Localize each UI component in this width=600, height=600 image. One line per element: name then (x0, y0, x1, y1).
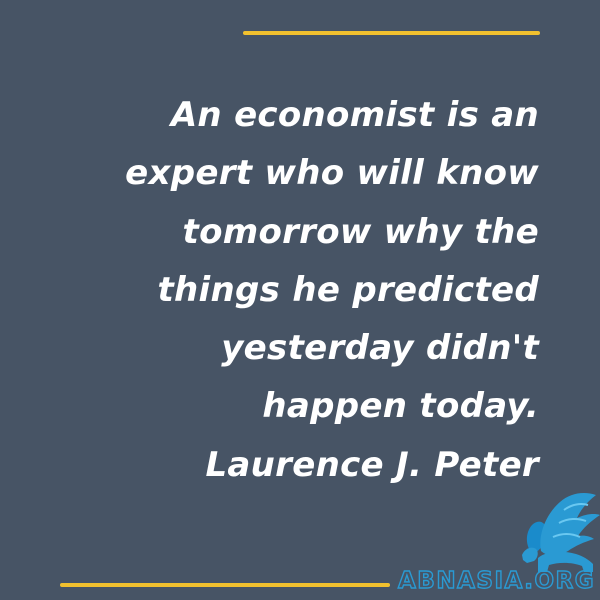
winged-sphinx-icon (522, 493, 600, 572)
quote-line-2: expert who will know (125, 153, 539, 194)
quote-line-6: happen today. (262, 386, 539, 427)
brand-wordmark: ABNASIA.ORG (397, 567, 596, 594)
quote-line-3: tomorrow why the (182, 211, 539, 252)
bottom-accent-line (60, 583, 390, 587)
quote-block: An economist is an expert who will know … (69, 86, 539, 494)
quote-line-1: An economist is an (170, 95, 539, 135)
top-accent-line (243, 31, 540, 35)
quote-line-4: things he predicted (157, 269, 539, 310)
quote-line-5: yesterday didn't (221, 328, 539, 369)
quote-author: Laurence J. Peter (205, 444, 539, 485)
